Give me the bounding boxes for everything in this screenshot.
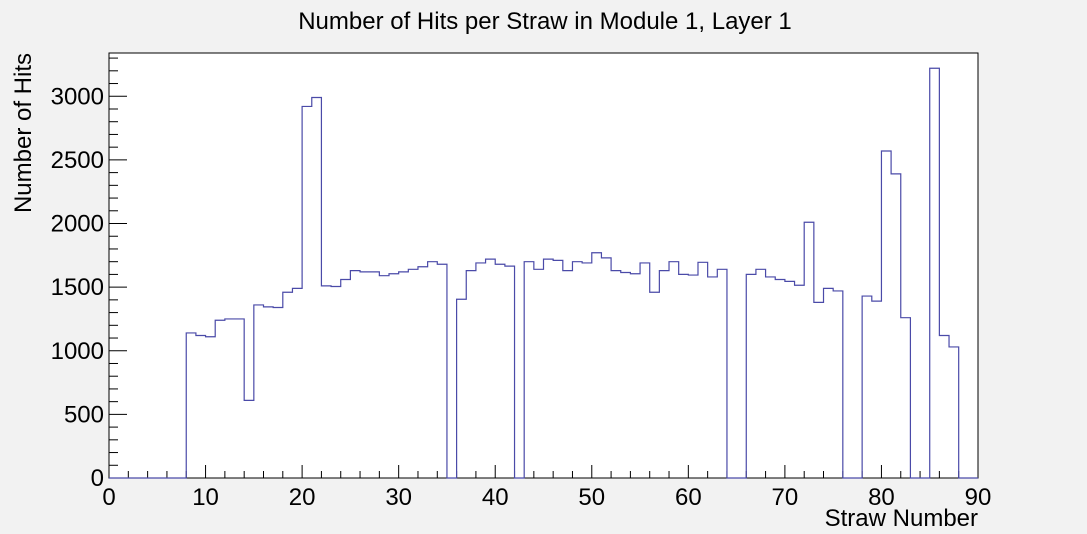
y-tick-label: 2500	[51, 147, 104, 174]
x-tick-label: 0	[102, 484, 115, 511]
y-tick-label: 1500	[51, 274, 104, 301]
chart-title: Number of Hits per Straw in Module 1, La…	[298, 8, 792, 35]
x-tick-label: 60	[675, 484, 702, 511]
y-tick-label: 500	[64, 401, 104, 428]
x-tick-label: 30	[385, 484, 412, 511]
y-tick-label: 3000	[51, 83, 104, 110]
x-tick-label: 90	[965, 484, 992, 511]
y-tick-label: 1000	[51, 338, 104, 365]
x-tick-label: 50	[578, 484, 605, 511]
x-tick-label: 10	[192, 484, 219, 511]
x-tick-label: 80	[868, 484, 895, 511]
histogram-series-line	[109, 67, 978, 479]
tick-labels: 0 10 20 30 40 50 60 70 80 90 0 500 1000 1500 2000 2500 3…	[51, 83, 992, 511]
y-tick-label: 0	[91, 465, 104, 492]
x-tick-label: 40	[482, 484, 509, 511]
y-tick-label: 2000	[51, 211, 104, 238]
x-tick-label: 20	[289, 484, 316, 511]
y-axis-label: Number of Hits	[10, 53, 37, 213]
x-axis-label: Straw Number	[825, 505, 978, 532]
x-tick-label: 70	[772, 484, 799, 511]
